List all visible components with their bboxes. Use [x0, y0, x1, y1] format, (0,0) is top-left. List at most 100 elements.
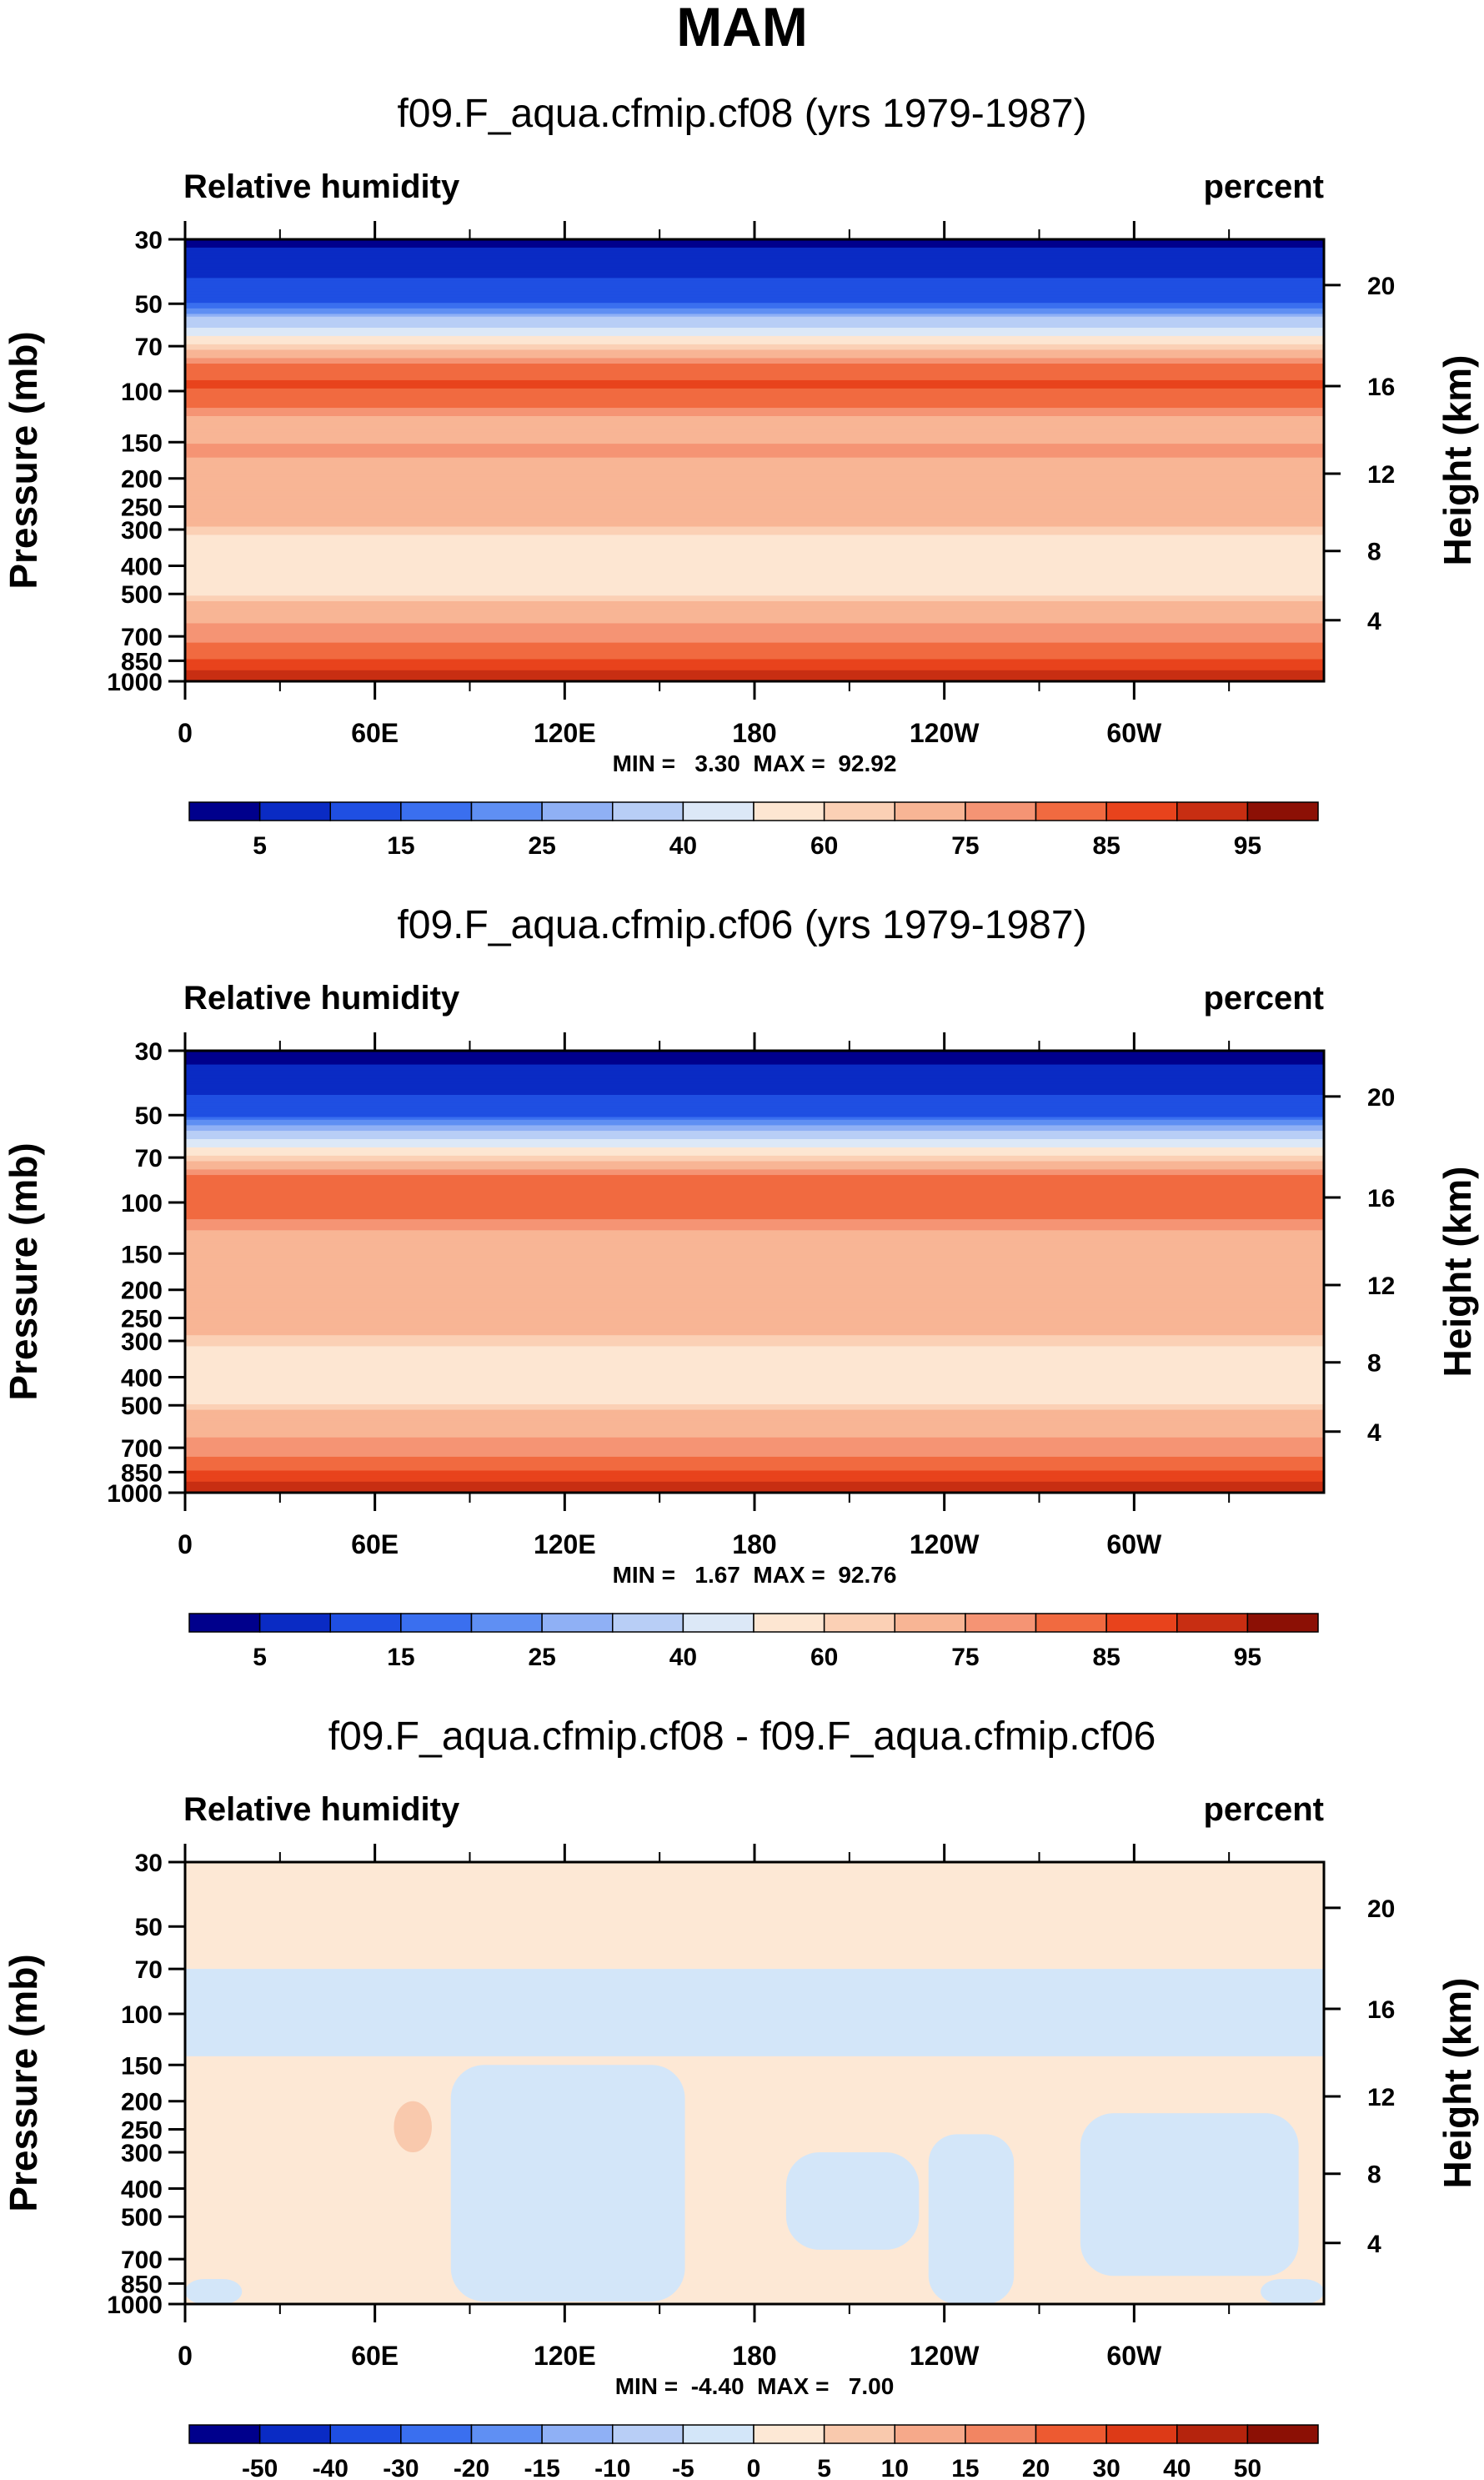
contour-region-negative: [1261, 2279, 1324, 2304]
contour-band: [185, 1379, 1324, 1383]
contour-band: [185, 1216, 1324, 1220]
colorbar: -50 -40 -30 -20 -15 -10 -5 0 5 10 15 20 30 40 50: [188, 2424, 1319, 2480]
contour-band: [185, 1352, 1324, 1355]
y-tick-label: 300: [121, 1328, 163, 1356]
y-tick-label: 400: [121, 554, 163, 581]
contour-band: [185, 286, 1324, 290]
contour-band: [185, 1346, 1324, 1350]
contour-band: [185, 1089, 1324, 1093]
contour-band: [185, 1348, 1324, 1353]
contour-band: [185, 1075, 1324, 1079]
contour-band: [185, 1258, 1324, 1262]
height-tick-label: 8: [1367, 1350, 1381, 1378]
x-tick-label: 180: [732, 2341, 776, 2371]
contour-band: [185, 1122, 1324, 1127]
contour-band: [185, 1219, 1324, 1222]
contour-band: [185, 255, 1324, 259]
contour-band: [185, 1255, 1324, 1259]
y-tick-label: 400: [121, 2176, 163, 2204]
contour-band: [185, 609, 1324, 613]
contour-band: [185, 1161, 1324, 1165]
contour-band: [185, 427, 1324, 431]
colorbar-swatch: [1246, 801, 1319, 821]
contour-band: [185, 1291, 1324, 1295]
contour-band: [185, 1194, 1324, 1198]
height-tick-label: 4: [1367, 1419, 1381, 1447]
contour-band: [185, 278, 1324, 282]
colorbar-swatch: [258, 2424, 331, 2444]
y-tick-label: 500: [121, 2204, 163, 2231]
contour-region-negative: [1080, 2113, 1299, 2277]
contour-region-negative: [185, 1969, 1324, 2056]
contour-band: [185, 537, 1324, 541]
contour-band: [185, 1056, 1324, 1060]
panel-title: f09.F_aqua.cfmip.cf08 - f09.F_aqua.cfmip…: [328, 1714, 1156, 1759]
right-string: percent: [1204, 168, 1325, 205]
colorbar-label: 30: [1092, 2455, 1120, 2480]
contour-band: [185, 1136, 1324, 1140]
colorbar-label: -40: [313, 2455, 348, 2480]
contour-band: [185, 280, 1324, 284]
contour-band: [185, 1125, 1324, 1129]
contour-band: [185, 1279, 1324, 1283]
contour-band: [185, 385, 1324, 389]
y-tick-label: 300: [121, 517, 163, 545]
contour-band: [185, 261, 1324, 265]
contour-band: [185, 465, 1324, 469]
contour-band: [185, 1111, 1324, 1115]
contour-band: [185, 554, 1324, 558]
x-tick-label: 60E: [351, 2341, 399, 2371]
height-tick-label: 8: [1367, 539, 1381, 566]
contour-band: [185, 1087, 1324, 1090]
colorbar-label: 25: [528, 832, 555, 860]
contour-band: [185, 1163, 1324, 1167]
contour-band: [185, 1293, 1324, 1298]
contour-band: [185, 250, 1324, 254]
contour-band: [185, 1199, 1324, 1203]
contour-band: [185, 1340, 1324, 1344]
contour-band: [185, 488, 1324, 492]
contour-band: [185, 1360, 1324, 1363]
contour-band: [185, 1404, 1324, 1408]
contour-band: [185, 482, 1324, 486]
colorbar-swatch: [1176, 2424, 1249, 2444]
colorbar-swatch: [188, 2424, 261, 2444]
contour-band: [185, 1398, 1324, 1403]
contour-band: [185, 360, 1324, 364]
colorbar-swatch: [682, 1613, 755, 1633]
colorbar-swatch: [1035, 2424, 1107, 2444]
height-tick-label: 20: [1367, 1084, 1395, 1112]
x-tick-label: 60W: [1106, 718, 1162, 748]
y-tick-label: 700: [121, 2247, 163, 2274]
panel-3: f09.F_aqua.cfmip.cf08 - f09.F_aqua.cfmip…: [2, 1714, 1479, 2480]
contour-band: [185, 460, 1324, 464]
contour-band: [185, 1428, 1324, 1433]
contour-band: [185, 1053, 1324, 1057]
contour-band: [185, 520, 1324, 525]
contour-band: [185, 1434, 1324, 1438]
height-tick-label: 4: [1367, 608, 1381, 635]
contour-band: [185, 1070, 1324, 1074]
contour-band: [185, 424, 1324, 428]
colorbar-swatch: [400, 1613, 473, 1633]
contour-band: [185, 1437, 1324, 1441]
contour-band: [185, 1081, 1324, 1085]
contour-band: [185, 416, 1324, 419]
contour-band: [185, 565, 1324, 569]
contour-band: [185, 484, 1324, 489]
panels: f09.F_aqua.cfmip.cf08 (yrs 1979-1987) Rel…: [2, 92, 1479, 2480]
contour-band: [185, 1487, 1324, 1491]
contour-band: [185, 1371, 1324, 1375]
colorbar-swatch: [541, 2424, 614, 2444]
contour-band: [185, 1396, 1324, 1399]
contour-band: [185, 653, 1324, 657]
contour-band: [185, 667, 1324, 671]
contour-band: [185, 1131, 1324, 1134]
contour-band: [185, 673, 1324, 676]
contour-band: [185, 410, 1324, 414]
contour-band: [185, 463, 1324, 467]
contour-band: [185, 1224, 1324, 1228]
contour-band: [185, 1139, 1324, 1142]
contour-band: [185, 645, 1324, 649]
contour-band: [185, 1329, 1324, 1333]
